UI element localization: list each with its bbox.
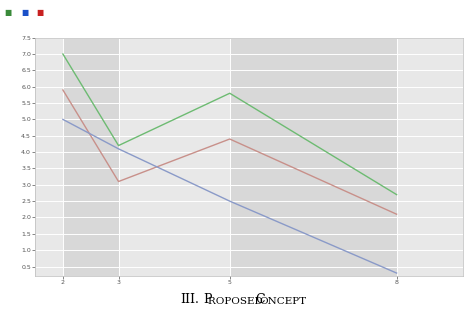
Text: ■: ■ [21,8,28,17]
Text: C: C [255,293,265,306]
Text: ONCEPT: ONCEPT [260,296,307,306]
Text: ROPOSED: ROPOSED [208,296,266,306]
Text: ■: ■ [37,8,44,17]
Bar [63,38,118,276]
Text: ■: ■ [5,8,12,17]
Bar [396,38,463,276]
Bar [35,38,63,276]
Bar [230,38,396,276]
Text: P: P [204,293,212,306]
Bar [118,38,230,276]
Text: III.: III. [180,293,199,306]
